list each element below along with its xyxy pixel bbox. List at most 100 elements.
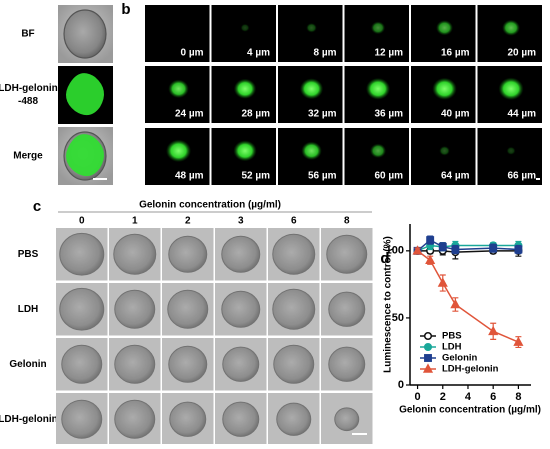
x-axis-title: Gelonin concentration (µg/ml): [399, 405, 541, 416]
cell: [221, 235, 261, 273]
image: [278, 5, 343, 62]
point: [451, 245, 460, 254]
green-cell: [502, 19, 520, 36]
row-label: PBS: [18, 249, 39, 260]
y-axis-title: Luminescence to control (%): [383, 236, 394, 373]
column-label: 2: [185, 216, 191, 227]
cell: [59, 287, 105, 331]
cell: [114, 289, 156, 329]
point: [514, 245, 523, 254]
depth-label: 60 µm: [374, 171, 403, 182]
depth-label: 44 µm: [507, 109, 536, 120]
point: [438, 242, 447, 251]
cell: [273, 344, 315, 384]
y-tick-label: 50: [392, 312, 404, 324]
column-label: 6: [291, 216, 297, 227]
x-tick-label: 2: [440, 391, 446, 403]
legend-marker: [423, 331, 433, 341]
row-label: LDH-gelonin: [0, 414, 58, 425]
green-cell: [506, 146, 516, 155]
cell: [276, 402, 312, 436]
legend-label: LDH-gelonin: [442, 364, 499, 375]
x-tick-label: 4: [465, 391, 472, 403]
depth-label: 64 µm: [441, 171, 470, 182]
green-cell: [66, 134, 104, 177]
point: [513, 336, 524, 346]
green-cell: [240, 23, 250, 32]
depth-label: 20 µm: [507, 48, 536, 59]
depth-label: 52 µm: [241, 171, 270, 182]
green-cell: [306, 22, 317, 33]
legend-label: PBS: [442, 331, 462, 342]
depth-label: 0 µm: [181, 48, 204, 59]
x-tick-label: 8: [515, 391, 521, 403]
green-cell: [498, 77, 524, 101]
green-cell: [66, 73, 104, 116]
row-label: Gelonin: [9, 359, 46, 370]
green-cell: [370, 21, 386, 35]
depth-label: 24 µm: [175, 109, 204, 120]
panel-label: c: [33, 198, 41, 215]
depth-label: 48 µm: [175, 171, 204, 182]
green-cell: [436, 20, 454, 36]
panel-label: d: [380, 250, 389, 267]
green-cell: [439, 145, 450, 156]
image: [411, 128, 476, 185]
green-cell: [233, 78, 257, 99]
row-label: LDH: [18, 304, 39, 315]
depth-label: 12 µm: [374, 48, 403, 59]
column-label: 8: [344, 216, 350, 227]
cell: [221, 290, 261, 328]
legend-marker: [423, 342, 433, 352]
row-label: BF: [21, 29, 34, 40]
image: [477, 128, 542, 185]
column-label: 3: [238, 216, 244, 227]
depth-label: 28 µm: [241, 109, 270, 120]
cell: [169, 401, 207, 437]
panel-label: b: [121, 1, 130, 18]
row-label: -488: [18, 96, 38, 107]
point: [425, 254, 436, 264]
cell: [222, 401, 260, 437]
depth-label: 40 µm: [441, 109, 470, 120]
cell: [222, 346, 260, 382]
cell: [334, 407, 360, 432]
point: [412, 245, 423, 255]
x-tick-label: 0: [415, 391, 421, 403]
legend-marker: [422, 363, 434, 373]
green-cell: [299, 78, 324, 100]
cell: [328, 346, 366, 382]
cell: [114, 399, 156, 439]
y-tick-label: 0: [398, 379, 404, 391]
cell: [168, 235, 208, 273]
cell: [168, 345, 208, 383]
depth-label: 16 µm: [441, 48, 470, 59]
green-cell: [168, 79, 189, 99]
column-label: 1: [132, 216, 138, 227]
column-label: 0: [79, 216, 85, 227]
depth-label: 36 µm: [374, 109, 403, 120]
cell: [272, 288, 316, 330]
cell: [63, 9, 107, 59]
cell: [113, 233, 157, 275]
depth-label: 66 µm: [507, 171, 536, 182]
cell: [114, 344, 156, 384]
depth-label: 32 µm: [308, 109, 337, 120]
green-cell: [365, 77, 391, 100]
point: [489, 244, 498, 253]
cell: [328, 291, 366, 327]
row-label: Merge: [13, 151, 43, 162]
cell: [59, 232, 105, 276]
point: [450, 298, 461, 309]
cell: [167, 289, 209, 329]
cell: [61, 344, 103, 384]
point: [426, 236, 435, 245]
image: [211, 5, 276, 62]
legend-label: LDH: [442, 342, 462, 353]
x-tick-label: 6: [490, 391, 496, 403]
cell: [61, 399, 103, 439]
green-cell: [432, 77, 457, 100]
cell: [326, 234, 368, 274]
depth-label: 8 µm: [314, 48, 337, 59]
